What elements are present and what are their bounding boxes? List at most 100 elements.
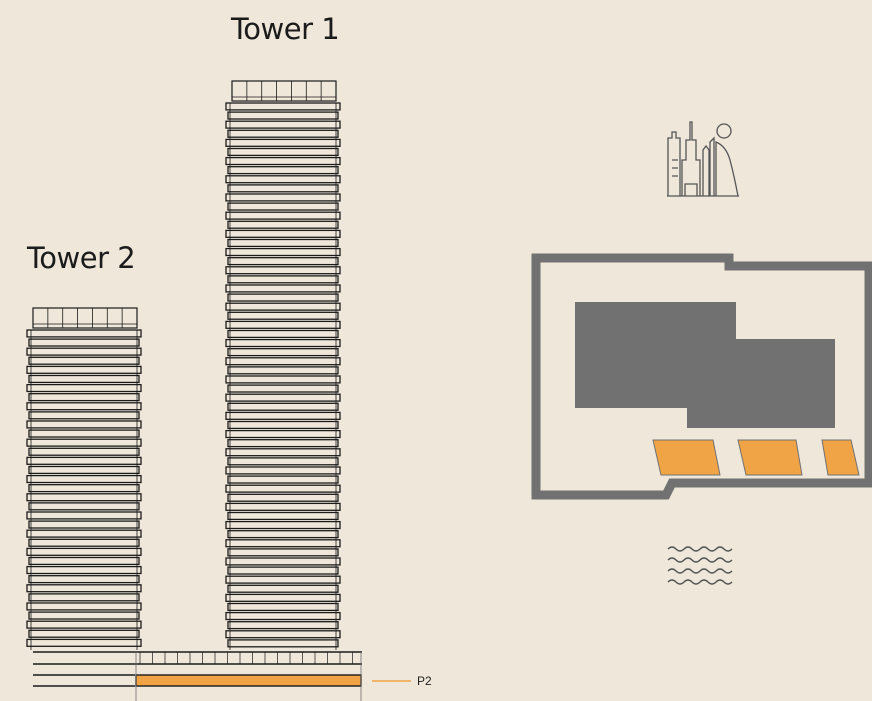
highlight-zone-2[interactable] — [737, 439, 803, 476]
tower-2-floor — [26, 602, 142, 611]
tower-1-floor — [225, 284, 341, 293]
tower-1-floor — [225, 229, 341, 238]
selected-floor-p2[interactable] — [135, 674, 362, 687]
tower-1-rooftop — [231, 80, 337, 102]
tower-1-title: Tower 1 — [231, 12, 340, 46]
tower-1-floor — [225, 375, 341, 384]
tower-1-floor — [227, 311, 339, 320]
tower-2-floor — [26, 547, 142, 556]
skyline-icon — [667, 121, 739, 197]
tower-1-floor — [227, 639, 339, 648]
tower-2-floor — [26, 493, 142, 502]
tower-2-floor — [28, 575, 140, 584]
tower-1-floor — [227, 366, 339, 375]
tower-1-floor — [225, 575, 341, 584]
tower-2-floor — [26, 511, 142, 520]
tower-2-floor — [28, 374, 140, 384]
podium-railing — [139, 652, 353, 664]
tower-1-floor — [227, 238, 339, 248]
tower-2-floors — [26, 329, 142, 650]
tower-1-floor — [227, 420, 339, 430]
tower-1-floor — [225, 393, 341, 402]
tower-1-floor — [225, 520, 341, 530]
tower-1-floor — [227, 257, 339, 266]
tower-2-floor — [26, 565, 142, 575]
tower-1-floor — [227, 184, 339, 193]
tower-1-floors — [225, 102, 341, 650]
tower-1-floor — [225, 102, 341, 111]
tower-2-floor — [26, 347, 142, 356]
tower-2-floor — [28, 429, 140, 438]
tower-2-floor — [26, 329, 142, 338]
tower-2-rooftop — [32, 307, 138, 329]
tower-2-floor — [28, 393, 140, 402]
site-plan[interactable] — [531, 253, 872, 500]
tower-1-floor — [225, 557, 341, 566]
tower-2-floor — [26, 474, 142, 484]
floor-label: P2 — [417, 674, 432, 688]
tower-1-floor — [225, 502, 341, 511]
tower-2-floor — [26, 402, 142, 411]
tower-1-floor — [227, 457, 339, 466]
site-boundary — [531, 253, 872, 500]
tower-1-floor — [225, 630, 341, 639]
tower-1-floor — [227, 566, 339, 575]
tower-1-floor — [227, 329, 339, 339]
tower-1-floor — [225, 175, 341, 184]
tower-2-floor — [28, 520, 140, 529]
tower-1-floor — [227, 129, 339, 138]
tower-2-elevation[interactable] — [26, 307, 142, 650]
tower-1-floor — [225, 611, 341, 621]
tower-1-floor — [225, 593, 341, 602]
tower-1-floor — [227, 548, 339, 557]
tower-1-floor — [227, 384, 339, 393]
tower-1-floor — [227, 584, 339, 593]
tower-2-floor — [26, 365, 142, 374]
tower-1-floor — [227, 530, 339, 539]
tower-1-floor — [225, 448, 341, 457]
tower-2-floor — [26, 456, 142, 465]
podium-footprint — [575, 302, 835, 428]
podium-elevation[interactable] — [33, 651, 411, 701]
tower-1-floor — [225, 193, 341, 202]
water-waves-icon — [667, 546, 733, 585]
tower-2-floor — [26, 638, 142, 647]
tower-2-floor — [28, 447, 140, 456]
tower-1-floor — [227, 493, 339, 502]
tower-1-elevation[interactable] — [225, 80, 341, 650]
tower-1-roof-railing — [232, 81, 336, 101]
tower-1-floor — [225, 211, 341, 220]
tower-2-floor — [28, 484, 140, 493]
tower-1-floor — [225, 411, 341, 420]
tower-2-floor — [28, 465, 140, 475]
tower-1-floor — [225, 357, 341, 366]
tower-2-floor — [28, 538, 140, 547]
tower-1-floor — [227, 111, 339, 120]
tower-2-floor — [26, 383, 142, 393]
tower-2-floor — [28, 356, 140, 365]
tower-2-floor — [28, 502, 140, 511]
tower-2-floor — [28, 556, 140, 566]
tower-2-floor — [26, 584, 142, 593]
tower-1-floor — [227, 621, 339, 630]
tower-1-floor — [225, 320, 341, 329]
highlight-zone-3[interactable] — [821, 439, 860, 476]
highlight-zone-1[interactable] — [652, 439, 721, 476]
tower-1-floor — [225, 429, 341, 439]
tower-2-floor — [28, 629, 140, 638]
tower-2-roof-railing — [33, 308, 137, 328]
tower-2-floor — [26, 620, 142, 629]
tower-2-floor — [26, 529, 142, 538]
tower-1-floor — [227, 220, 339, 229]
tower-1-floor — [225, 138, 341, 147]
tower-1-floor — [225, 302, 341, 311]
tower-1-floor — [225, 539, 341, 548]
tower-2-floor — [28, 611, 140, 620]
tower-1-floor — [227, 293, 339, 302]
tower-1-floor — [225, 338, 341, 348]
tower-1-floor — [227, 602, 339, 612]
tower-1-floor — [227, 439, 339, 448]
tower-2-floor — [26, 420, 142, 429]
